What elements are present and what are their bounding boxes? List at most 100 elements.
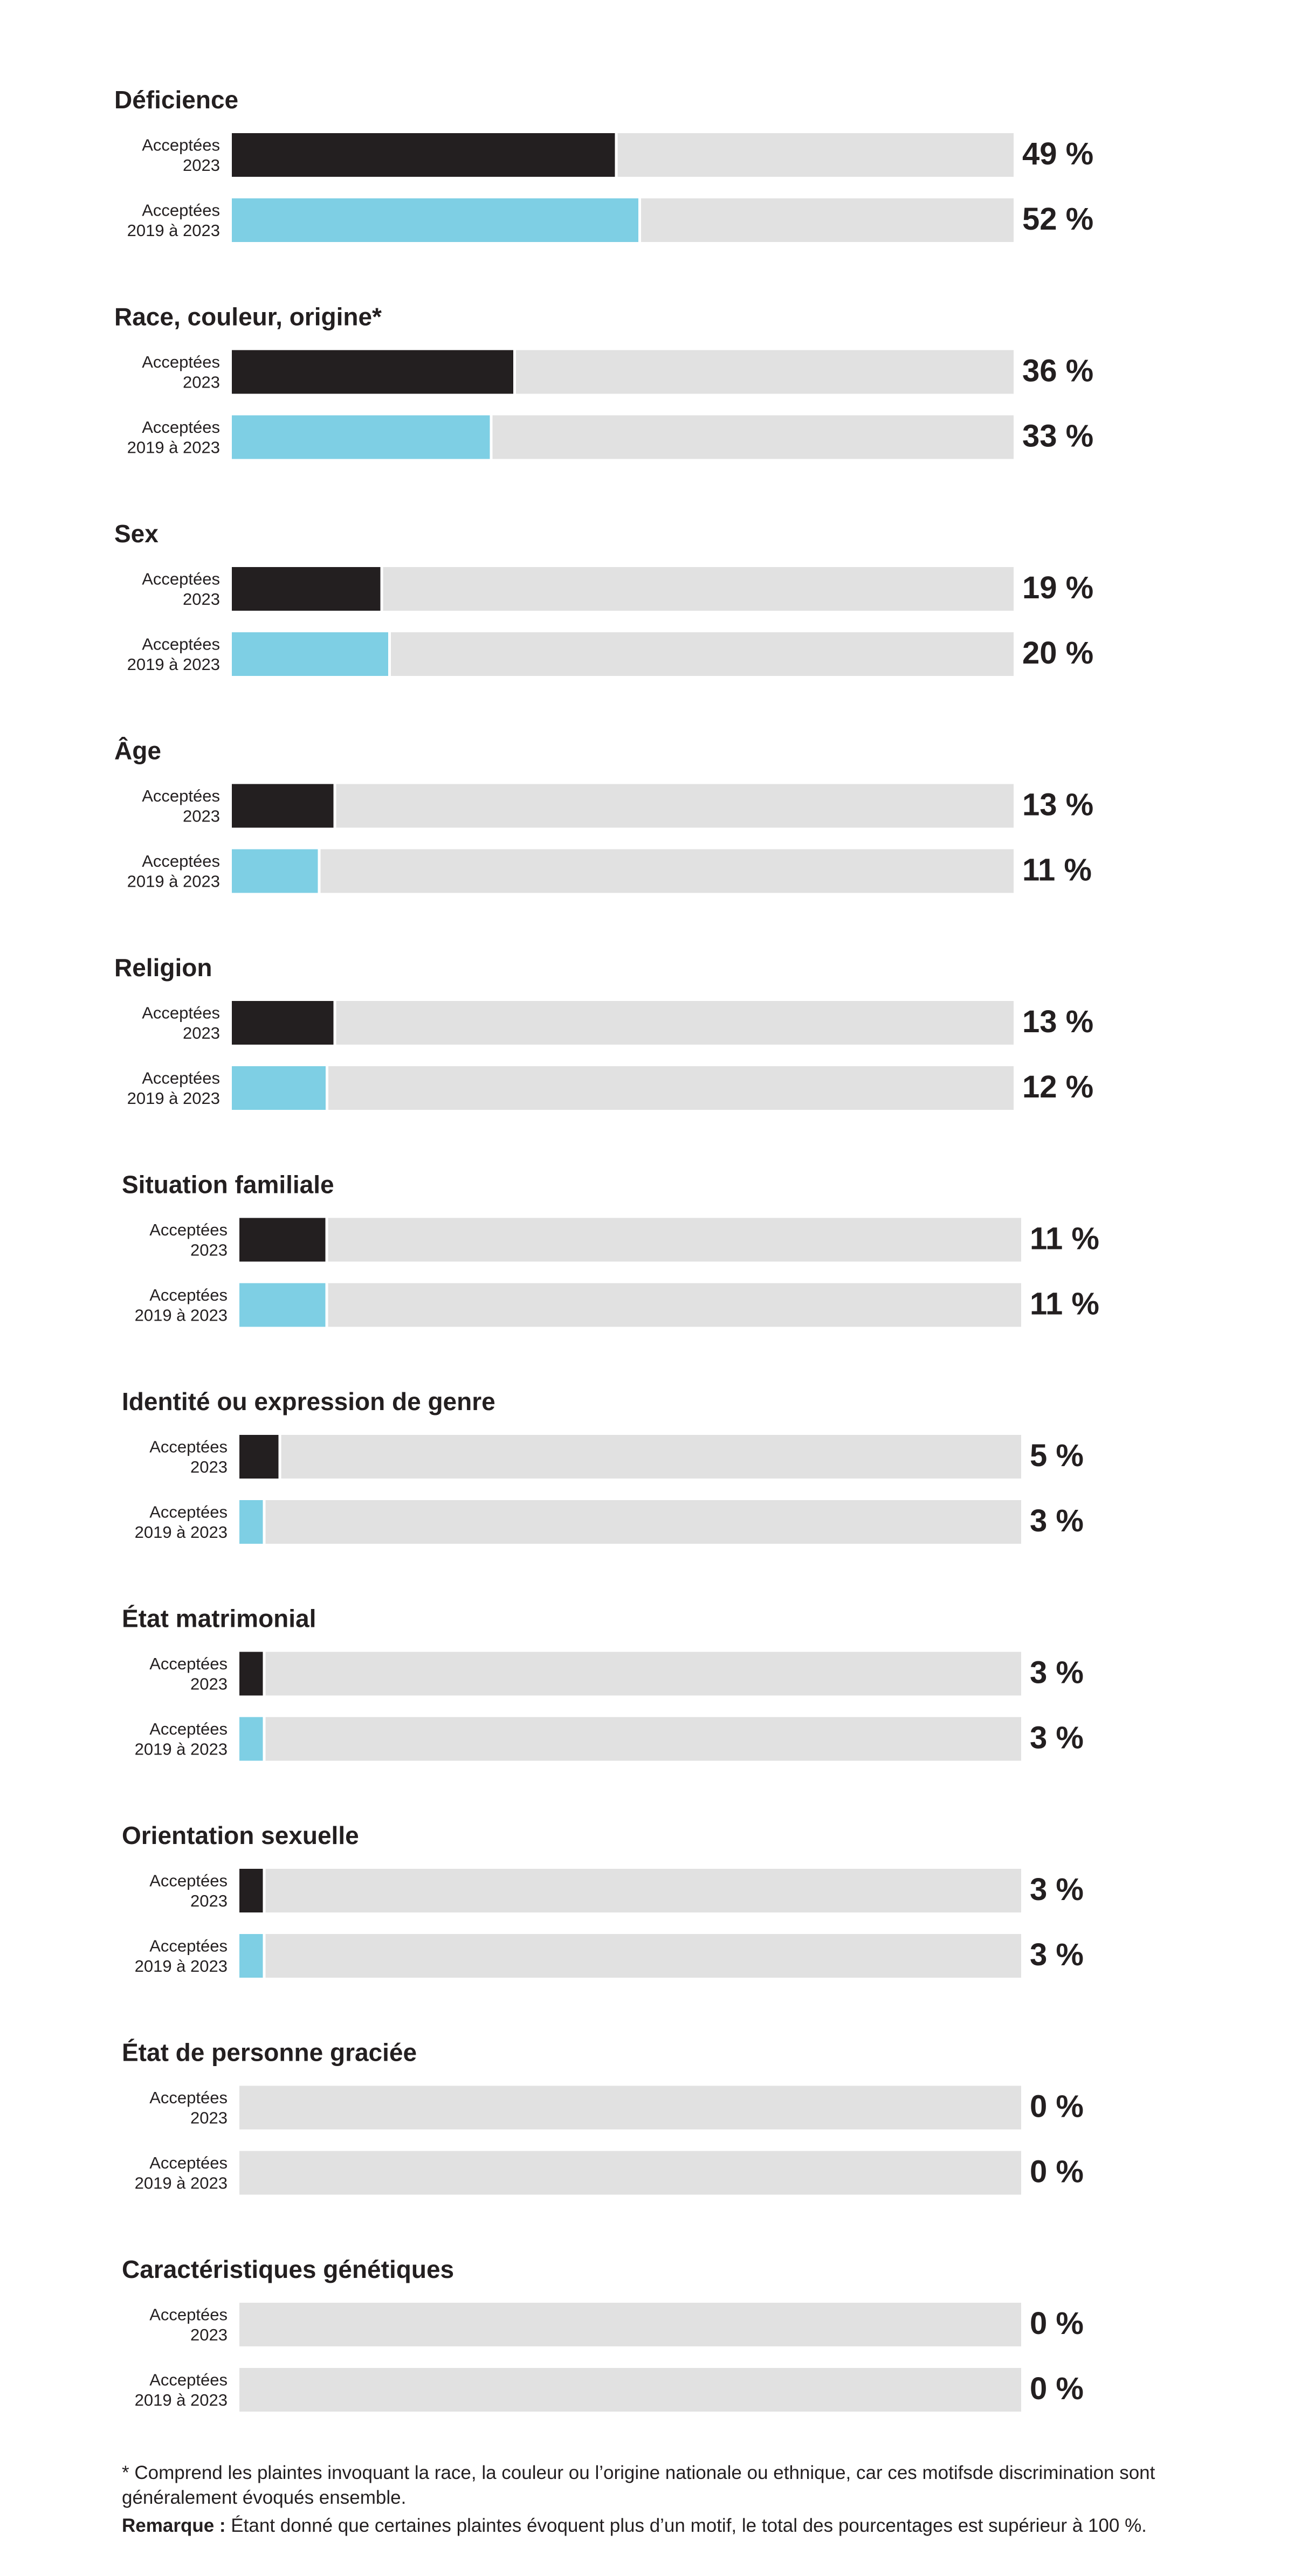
bar-track xyxy=(239,2303,1021,2346)
row-label-line: 2023 xyxy=(183,590,220,609)
group-10: État de personne graciée Acceptées 2023 0 %… xyxy=(122,2039,1084,2195)
bar-track xyxy=(239,1218,1021,1262)
row-label: Acceptées 2023 xyxy=(142,353,220,392)
bar-2019_2023 xyxy=(232,1066,326,1110)
bar-separator xyxy=(333,1001,336,1045)
row-label-line: 2023 xyxy=(190,1458,228,1476)
bar-2019_2023 xyxy=(232,415,490,459)
value-label: 36 % xyxy=(1022,353,1093,388)
bar-row-2023: Acceptées 2023 0 % xyxy=(149,2085,1084,2130)
row-label-line: 2019 à 2023 xyxy=(135,1306,228,1325)
row-label-line: 2023 xyxy=(183,156,220,175)
group-1: Déficience Acceptées 2023 49 % Acceptées 2019… xyxy=(114,86,1093,242)
bar-separator xyxy=(325,1283,328,1327)
value-label: 3 % xyxy=(1030,1720,1084,1755)
bar-track xyxy=(232,784,1014,828)
row-label-line: Acceptées xyxy=(149,2153,228,2172)
value-label: 19 % xyxy=(1022,570,1093,605)
value-label: 0 % xyxy=(1030,2089,1084,2124)
bar-row-2023: Acceptées 2023 0 % xyxy=(149,2303,1084,2346)
value-label: 20 % xyxy=(1022,636,1093,671)
footnote: * Comprend les plaintes invoquant la rac… xyxy=(122,2461,1265,2538)
bar-row-2023: Acceptées 2023 5 % xyxy=(149,1435,1084,1479)
value-label: 13 % xyxy=(1022,1004,1093,1039)
group-title: Caractéristiques génétiques xyxy=(122,2255,454,2283)
bar-row-2023: Acceptées 2023 19 % xyxy=(142,567,1093,611)
row-label: Acceptées 2023 xyxy=(142,786,220,826)
bar-2023 xyxy=(239,1218,326,1262)
bar-row-2023: Acceptées 2023 49 % xyxy=(142,133,1093,177)
row-label-line: Acceptées xyxy=(149,2370,228,2389)
bar-row-2019_2023: Acceptées 2019 à 2023 0 % xyxy=(135,2151,1084,2195)
bar-separator xyxy=(638,198,641,242)
remark-text: Étant donné que certaines plaintes évoqu… xyxy=(231,2515,1147,2536)
bar-2019_2023 xyxy=(232,849,318,893)
bar-2023 xyxy=(239,1869,263,1912)
row-label-line: 2023 xyxy=(183,373,220,392)
row-label-line: Acceptées xyxy=(142,569,220,588)
bar-row-2019_2023: Acceptées 2019 à 2023 33 % xyxy=(127,415,1093,459)
bar-row-2019_2023: Acceptées 2019 à 2023 11 % xyxy=(135,1283,1099,1327)
row-label-line: Acceptées xyxy=(149,1936,228,1955)
row-label-line: Acceptées xyxy=(142,135,220,154)
row-label: Acceptées 2023 xyxy=(149,1871,228,1910)
row-label: Acceptées 2023 xyxy=(142,569,220,609)
bar-track xyxy=(239,1652,1021,1696)
row-label: Acceptées 2023 xyxy=(149,1220,228,1260)
bar-track xyxy=(239,2085,1021,2130)
bar-track xyxy=(232,1001,1014,1045)
bar-separator xyxy=(325,1218,328,1262)
bar-separator xyxy=(263,1652,266,1696)
bar-separator xyxy=(388,632,391,676)
row-label: Acceptées 2023 xyxy=(149,1654,228,1694)
row-label: Acceptées 2023 xyxy=(149,2305,228,2344)
bar-2023 xyxy=(239,1435,279,1479)
bar-row-2023: Acceptées 2023 3 % xyxy=(149,1869,1084,1912)
bar-track xyxy=(239,1717,1021,1761)
row-label-line: Acceptées xyxy=(142,201,220,219)
row-label-line: 2019 à 2023 xyxy=(135,1957,228,1976)
bar-separator xyxy=(615,133,618,177)
remark-label: Remarque : xyxy=(122,2515,226,2536)
group-title: Orientation sexuelle xyxy=(122,1821,359,1849)
bar-2023 xyxy=(232,784,334,828)
row-label: Acceptées 2023 xyxy=(142,135,220,175)
row-label-line: Acceptées xyxy=(149,1719,228,1738)
row-label-line: 2023 xyxy=(190,2325,228,2344)
bar-separator xyxy=(326,1066,328,1110)
row-label: Acceptées 2019 à 2023 xyxy=(127,634,220,674)
row-label-line: 2023 xyxy=(190,2109,228,2128)
bar-track xyxy=(239,2368,1021,2412)
bar-row-2019_2023: Acceptées 2019 à 2023 3 % xyxy=(135,1717,1084,1761)
bar-track xyxy=(239,1435,1021,1479)
row-label-line: 2019 à 2023 xyxy=(127,655,220,674)
row-label: Acceptées 2019 à 2023 xyxy=(135,1719,228,1759)
group-title: Identité ou expression de genre xyxy=(122,1387,495,1415)
row-label: Acceptées 2019 à 2023 xyxy=(135,1286,228,1325)
group-title: Race, couleur, origine* xyxy=(114,303,382,331)
row-label: Acceptées 2019 à 2023 xyxy=(127,1068,220,1108)
bar-separator xyxy=(513,350,516,394)
bar-2019_2023 xyxy=(239,1283,326,1327)
bar-track xyxy=(239,1500,1021,1544)
bar-row-2019_2023: Acceptées 2019 à 2023 0 % xyxy=(135,2368,1084,2412)
value-label: 11 % xyxy=(1030,1286,1099,1321)
row-label: Acceptées 2023 xyxy=(149,1437,228,1476)
row-label-line: 2019 à 2023 xyxy=(127,1089,220,1108)
row-label: Acceptées 2023 xyxy=(149,2088,228,2128)
row-label-line: 2023 xyxy=(190,1675,228,1694)
group-3: Sex Acceptées 2023 19 % Acceptées 2019 à 2023… xyxy=(114,520,1093,676)
value-label: 3 % xyxy=(1030,1503,1084,1538)
row-label: Acceptées 2019 à 2023 xyxy=(135,2370,228,2409)
bar-track xyxy=(239,2151,1021,2195)
row-label-line: 2019 à 2023 xyxy=(135,2391,228,2409)
row-label-line: Acceptées xyxy=(149,1502,228,1521)
value-label: 0 % xyxy=(1030,2306,1084,2341)
group-2: Race, couleur, origine* Acceptées 2023 36 %… xyxy=(114,303,1093,459)
bar-row-2023: Acceptées 2023 13 % xyxy=(142,1001,1093,1045)
remark-note: Remarque : Étant donné que certaines pla… xyxy=(122,2513,1265,2538)
group-title: Déficience xyxy=(114,86,238,114)
group-title: Sex xyxy=(114,520,159,548)
